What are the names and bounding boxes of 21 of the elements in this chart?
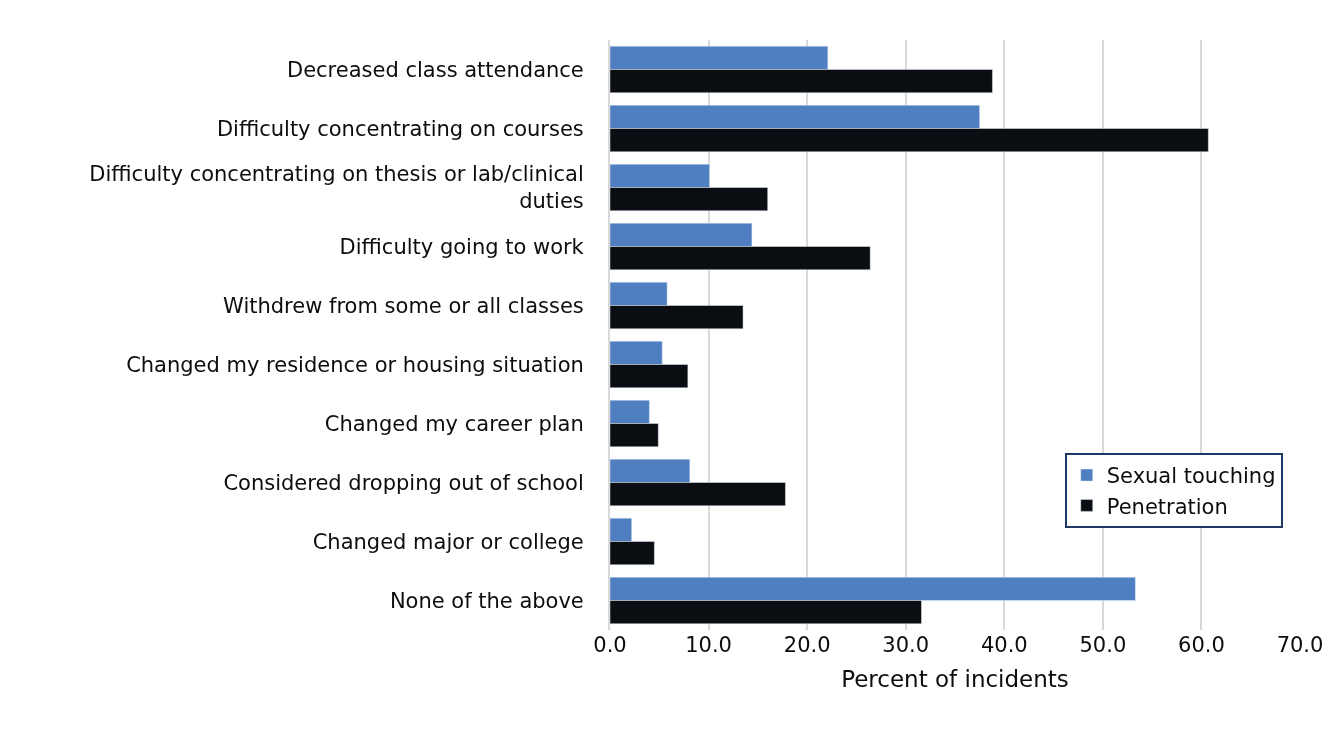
- x-tick-label: 60.0: [1178, 633, 1225, 657]
- y-tick-label: Changed my career plan: [324, 411, 584, 436]
- x-tick-label: 40.0: [980, 633, 1028, 657]
- x-tick-label: 70.0: [1276, 633, 1324, 657]
- y-tick-label: Difficulty concentrating on thesis or lab/clinical duties: [89, 162, 584, 214]
- y-tick-label: Changed my residence or housing situation: [126, 352, 584, 377]
- x-tick-label: 30.0: [882, 633, 930, 657]
- y-tick-label: None of the above: [389, 588, 584, 613]
- x-tick-label: 0.0: [593, 633, 627, 657]
- x-tick-label: 20.0: [783, 633, 831, 657]
- y-tick-label: Decreased class attendance: [286, 57, 584, 82]
- y-tick-label: Difficulty going to work: [339, 234, 585, 259]
- legend-label: Sexual touching: [1106, 464, 1276, 489]
- x-tick-label: 50.0: [1079, 633, 1127, 657]
- y-tick-label: Withdrew from some or all classes: [223, 293, 584, 318]
- y-tick-label: Considered dropping out of school: [223, 470, 584, 495]
- y-tick-label: Difficulty concentrating on courses: [216, 116, 584, 141]
- legend-label: Penetration: [1106, 494, 1228, 519]
- y-tick-label: Changed major or college: [312, 529, 584, 554]
- x-tick-label: 10.0: [685, 633, 732, 657]
- x-axis-title: Percent of incidents: [841, 665, 1069, 692]
